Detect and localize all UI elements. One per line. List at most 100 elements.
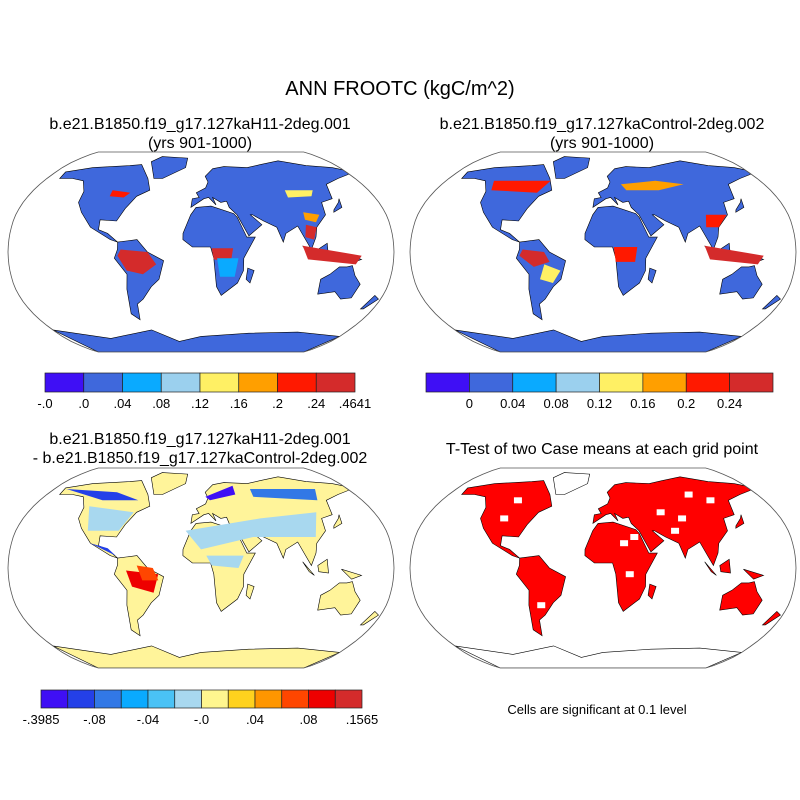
colorbar-box [199,372,240,393]
map-border [7,151,395,353]
colorbar-label: -.0 [194,712,209,727]
land-africa [584,521,658,612]
colorbar-label: 0.16 [630,396,655,411]
colorbar-label: .0 [78,396,89,411]
colorbar-box [308,689,336,709]
colorbar-box [642,372,687,393]
field-patch [303,212,320,223]
land-antarctica [454,645,743,668]
colorbar-2: 0 0.04 0.08 0.12 0.16 0.2 0.24 [425,372,774,411]
colorbar-label: 0.04 [500,396,525,411]
land-madagascar [245,267,255,284]
land-north-america [59,164,151,243]
land-new-zealand [761,610,781,626]
land-new-zealand [761,294,781,310]
nonsignificant-cell [671,527,680,534]
field-patch [305,224,317,240]
colorbar-box [512,372,557,393]
nonsignificant-cell [537,602,546,609]
colorbar-1: -.0 .0 .04 .08 .12 .16 .2 .24 .4641 [37,372,372,411]
map-border [7,467,395,669]
colorbar-box [120,689,149,709]
colorbar-label: .2 [272,396,283,411]
field-patch [620,180,684,191]
colorbar-label: 0.12 [587,396,612,411]
colorbar-box [147,689,176,709]
nonsignificant-cell [630,534,639,540]
land-new-guinea [341,568,363,580]
land-japan [333,198,343,213]
field-patch [705,214,727,228]
land-antarctica [454,329,743,352]
field-patch [185,512,317,550]
colorbar-label: -.3985 [23,712,60,727]
colorbar-box [44,372,85,393]
land-antarctica [52,329,341,352]
colorbar-box [122,372,162,393]
colorbar-box [254,689,283,709]
land-japan [735,514,745,529]
colorbar-label: 0.08 [543,396,568,411]
colorbar-box [315,372,356,393]
land-greenland [552,156,591,179]
land-new-zealand [359,610,379,626]
field-patch [90,543,116,556]
field-patch [217,258,239,277]
colorbar-label: 0 [466,396,473,411]
colorbar-label: -.0 [37,396,52,411]
field-patch [206,555,244,568]
colorbar-label: .04 [246,712,264,727]
land-madagascar [245,583,255,600]
field-patch [117,249,157,275]
land-greenland [150,156,189,179]
map-border [409,151,797,353]
colorbar-label: .12 [191,396,209,411]
field-patch [302,245,362,265]
field-patch [136,565,159,581]
colorbar-box [277,372,317,393]
colorbar-box [685,372,730,393]
colorbar-box [83,372,123,393]
panel4-title: T-Test of two Case means at each grid po… [446,441,759,458]
map-panel-1 [7,151,395,353]
land-madagascar [647,267,657,284]
colorbar-box [227,689,256,709]
colorbar-label: 0.24 [717,396,742,411]
panel2-subtitle: (yrs 901-1000) [550,135,654,152]
colorbar-label: -.08 [83,712,105,727]
field-patch [66,489,139,501]
land-new-zealand [359,294,379,310]
map-panel-3 [7,467,395,669]
nonsignificant-cell [513,497,522,504]
land-sumatra [302,561,315,576]
field-patch [491,180,551,193]
panel2-title: b.e21.B1850.f19_g17.127kaControl-2deg.00… [440,116,765,133]
colorbar-label: .16 [230,396,248,411]
land-australia [317,265,361,300]
colorbar-box [281,689,309,709]
colorbar-label: .04 [113,396,131,411]
colorbar-box [729,372,774,393]
field-patch [87,506,134,531]
field-patch [249,489,318,501]
colorbar-3: -.3985 -.08 -.04 -.0 .04 .08 .1565 [23,689,378,727]
colorbar-box [238,372,278,393]
significance-note: Cells are significant at 0.1 level [507,702,686,717]
colorbar-label: .08 [299,712,317,727]
panel1-subtitle: (yrs 901-1000) [148,135,252,152]
colorbar-label: .08 [152,396,170,411]
colorbar-box [40,689,69,709]
field-patch [613,247,638,262]
colorbar-box [201,689,229,709]
field-patch [540,264,561,283]
colorbar-box [599,372,644,393]
panel3-title: b.e21.B1850.f19_g17.127kaH11-2deg.001 [49,431,350,448]
field-patch [205,485,236,501]
colorbar-label: .4641 [339,396,372,411]
field-patch [284,190,313,198]
map-panel-2 [409,151,797,353]
colorbar-box [67,689,95,709]
panel1-title: b.e21.B1850.f19_g17.127kaH11-2deg.001 [49,116,350,133]
map-panel-4 [409,467,797,669]
